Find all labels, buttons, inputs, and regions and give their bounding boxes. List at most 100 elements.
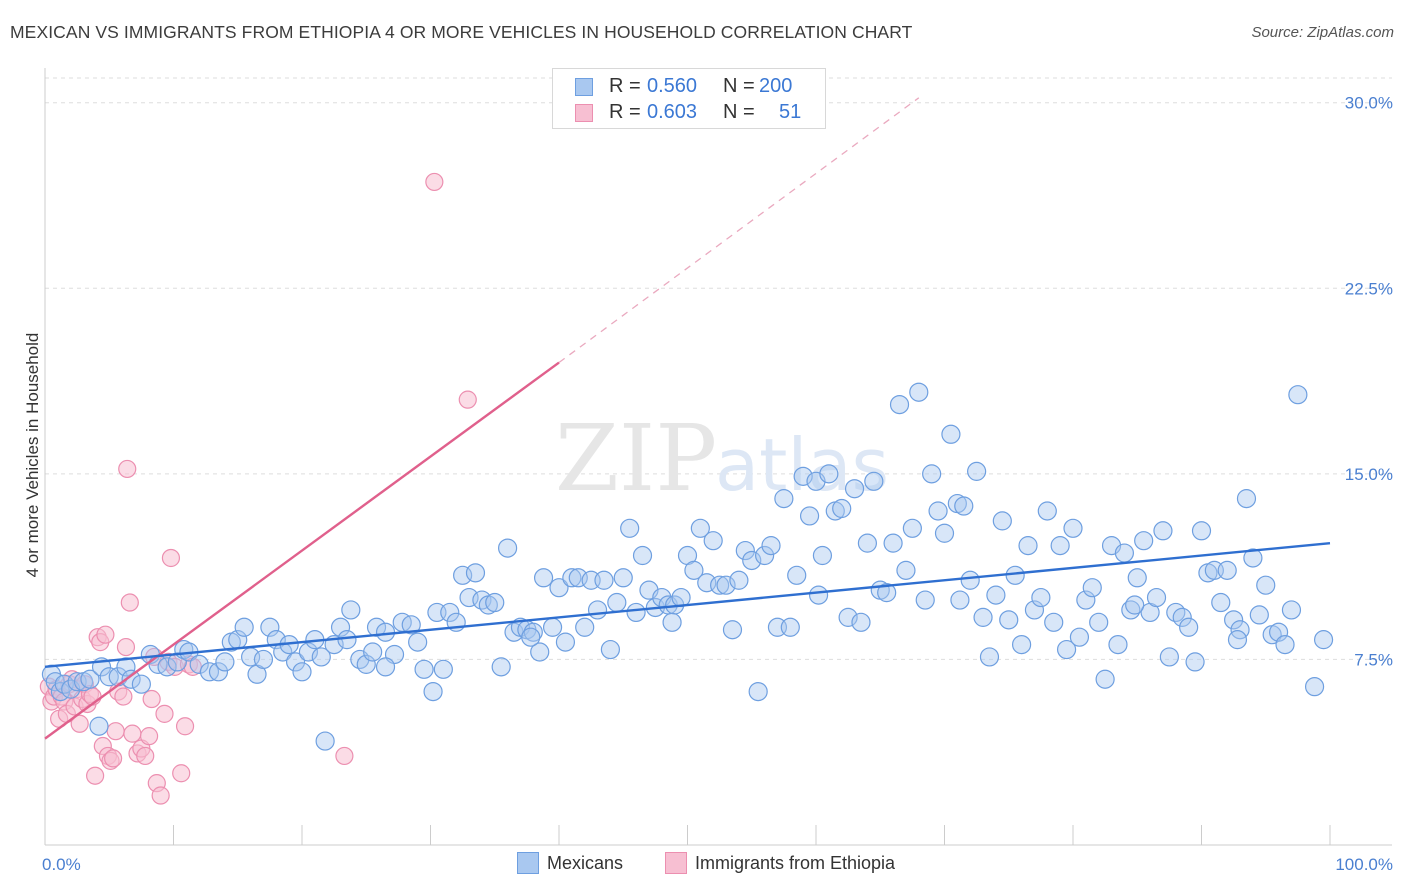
point-mexicans: [433, 659, 453, 679]
point-mexicans: [864, 471, 884, 491]
point-mexicans: [555, 632, 576, 652]
legend-r-label: R =: [609, 101, 641, 123]
point-mexicans: [1217, 560, 1237, 580]
point-mexicans: [523, 622, 543, 642]
point-mexicans: [877, 583, 897, 603]
point-mexicans: [950, 590, 970, 610]
point-mexicans: [549, 578, 569, 598]
point-mexicans: [1224, 610, 1244, 630]
point-mexicans: [1076, 590, 1096, 610]
point-mexicans: [562, 568, 582, 588]
point-mexicans: [967, 461, 987, 481]
point-mexicans: [620, 518, 640, 538]
point-mexicans: [1304, 677, 1325, 697]
point-mexicans: [722, 620, 743, 640]
point-ethiopia: [136, 746, 155, 766]
series-ethiopia-points: [39, 172, 477, 805]
point-mexicans: [799, 506, 820, 526]
point-ethiopia: [172, 764, 191, 783]
point-mexicans: [292, 662, 312, 682]
point-mexicans: [1256, 575, 1276, 595]
point-mexicans: [1082, 578, 1102, 598]
point-mexicans: [465, 563, 486, 583]
legend: R = 0.560 N = 200 R = 0.603 N = 51: [552, 68, 826, 129]
point-mexicans: [832, 498, 852, 519]
y-tick-label: 22.5%: [1345, 279, 1393, 298]
point-ethiopia: [96, 625, 115, 644]
point-mexicans: [1249, 605, 1269, 625]
x-tick-label-end: 100.0%: [1335, 855, 1393, 874]
point-mexicans: [1243, 548, 1263, 568]
legend-n-label: N =: [723, 75, 755, 97]
point-mexicans: [587, 600, 608, 620]
point-ethiopia: [114, 687, 133, 706]
point-mexicans: [80, 669, 100, 689]
point-mexicans: [1069, 627, 1090, 647]
point-mexicans: [341, 600, 361, 620]
point-mexicans: [337, 630, 357, 650]
point-ethiopia: [175, 717, 195, 736]
point-mexicans: [896, 560, 916, 580]
point-mexicans: [735, 540, 755, 561]
point-mexicans: [787, 565, 807, 585]
watermark: ZIP atlas: [555, 405, 889, 512]
point-ethiopia: [139, 727, 159, 746]
point-ethiopia: [335, 746, 354, 766]
point-mexicans: [1063, 518, 1083, 538]
point-mexicans: [298, 642, 319, 662]
x-tick-label-start: 0.0%: [42, 855, 81, 874]
point-mexicans: [1185, 652, 1205, 672]
point-mexicans: [710, 575, 730, 595]
legend-r-label: R =: [609, 75, 641, 97]
point-mexicans: [960, 570, 980, 590]
point-mexicans: [902, 518, 922, 538]
point-ethiopia: [116, 637, 136, 657]
point-mexicans: [684, 560, 704, 580]
point-mexicans: [311, 647, 331, 667]
point-mexicans: [909, 382, 929, 402]
trend-line-ethiopia-extension: [558, 97, 920, 364]
point-mexicans: [414, 659, 434, 679]
point-mexicans: [366, 617, 387, 637]
point-mexicans: [954, 496, 974, 516]
point-mexicans: [1236, 489, 1257, 509]
point-mexicans: [208, 662, 229, 682]
point-mexicans: [922, 464, 942, 484]
point-mexicans: [1108, 634, 1128, 655]
point-mexicans: [1191, 521, 1212, 541]
point-mexicans: [408, 632, 428, 652]
point-mexicans: [1031, 587, 1051, 608]
point-mexicans: [356, 654, 376, 674]
bottom-legend-swatch-mexicans: [517, 852, 539, 874]
bottom-legend-label-mexicans: Mexicans: [547, 853, 624, 873]
point-mexicans: [1159, 647, 1179, 667]
point-mexicans: [189, 654, 209, 674]
trend-line-ethiopia: [44, 361, 560, 740]
point-mexicans: [1056, 639, 1077, 660]
series-mexicans-points: [41, 382, 1334, 751]
point-mexicans: [1211, 592, 1231, 613]
point-mexicans: [754, 545, 775, 566]
point-mexicans: [330, 617, 351, 637]
point-mexicans: [1005, 565, 1025, 585]
point-mexicans: [1179, 617, 1199, 637]
point-mexicans: [1313, 630, 1334, 650]
point-mexicans: [973, 607, 993, 627]
point-mexicans: [600, 639, 621, 660]
point-mexicans: [838, 607, 858, 627]
point-mexicans: [1268, 622, 1289, 642]
y-axis-label: 4 or more Vehicles in Household: [23, 333, 42, 578]
y-tick-label: 15.0%: [1345, 465, 1393, 484]
point-mexicans: [375, 657, 396, 677]
legend-swatch-ethiopia: [575, 104, 593, 122]
point-mexicans: [992, 511, 1012, 531]
point-mexicans: [530, 642, 550, 662]
legend-n-value: 200: [759, 75, 793, 97]
source-label: Source: ZipAtlas.com: [1251, 24, 1394, 41]
point-mexicans: [1095, 669, 1115, 689]
point-mexicans: [934, 523, 955, 543]
point-mexicans: [1134, 531, 1154, 551]
point-mexicans: [215, 652, 235, 672]
point-mexicans: [716, 575, 736, 595]
point-mexicans: [979, 647, 1000, 667]
